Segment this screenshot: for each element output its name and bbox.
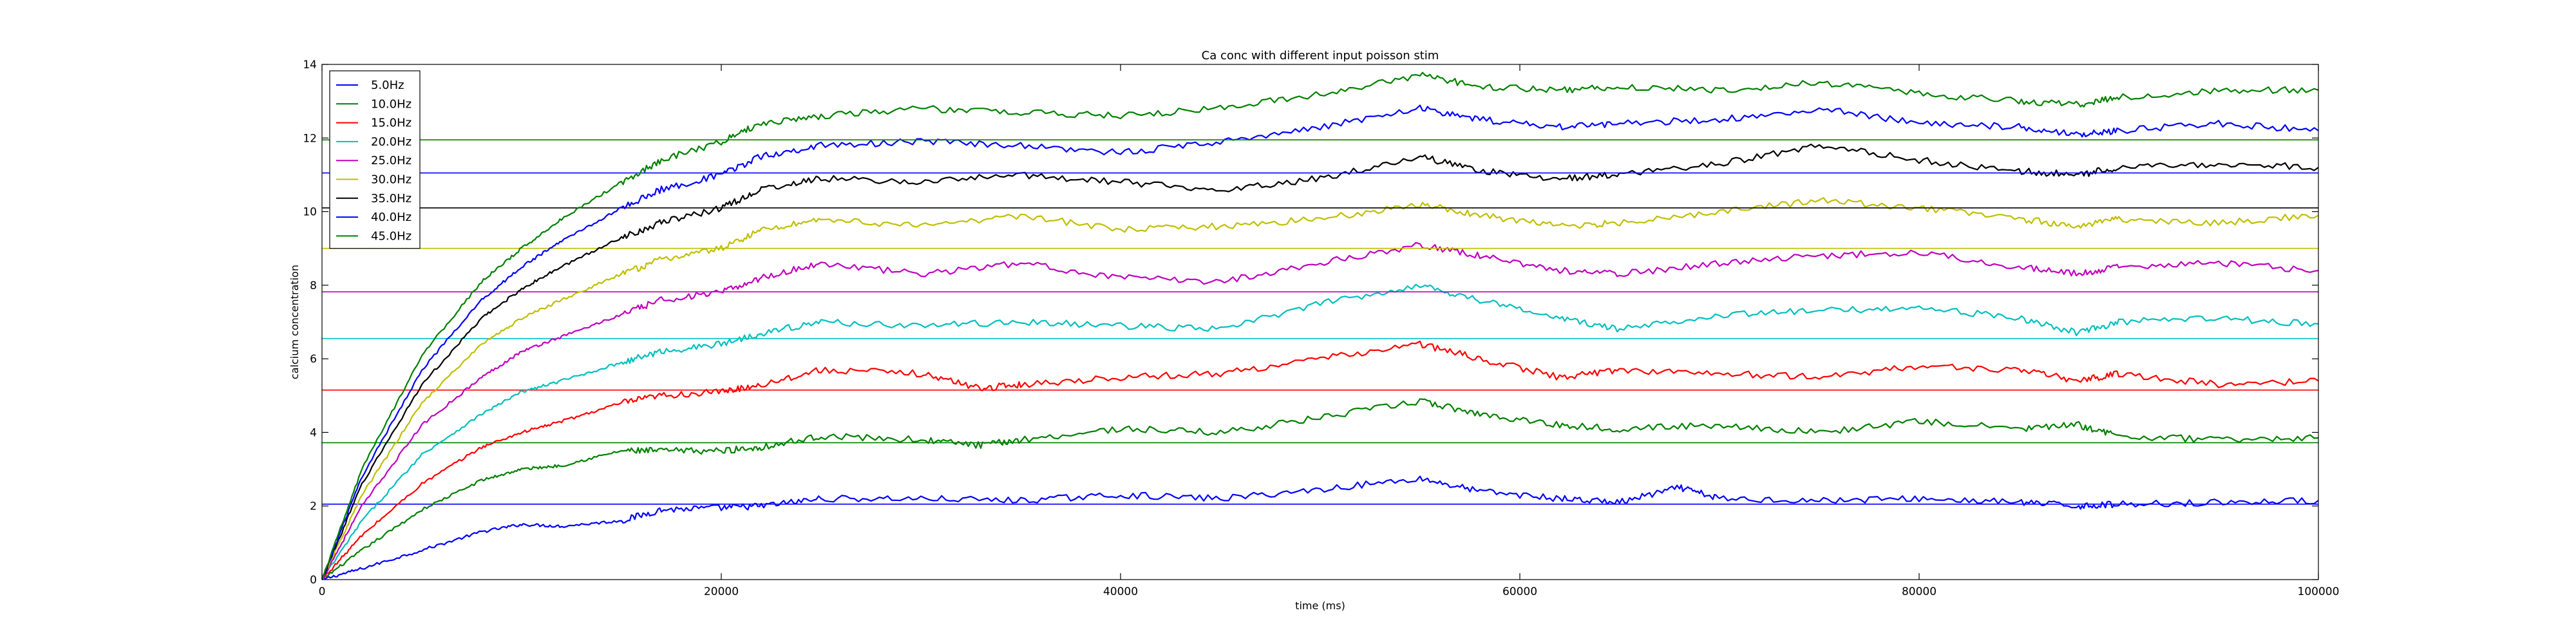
legend-label-35.0Hz: 35.0Hz: [371, 192, 412, 205]
x-tick-label: 100000: [2298, 585, 2340, 598]
y-tick-label: 10: [303, 206, 317, 219]
y-tick-label: 14: [303, 59, 317, 71]
series-line-40.0Hz: [321, 104, 2319, 579]
series-line-10.0Hz: [321, 398, 2319, 580]
series-line-20.0Hz: [321, 283, 2319, 580]
legend-label-5.0Hz: 5.0Hz: [371, 79, 404, 92]
chart-title: Ca conc with different input poisson sti…: [1202, 49, 1439, 62]
x-axis-label: time (ms): [1295, 600, 1345, 612]
x-tick-label: 60000: [1502, 585, 1537, 598]
x-tick-label: 20000: [704, 585, 739, 598]
legend-label-10.0Hz: 10.0Hz: [371, 97, 412, 111]
legend-label-15.0Hz: 15.0Hz: [371, 117, 412, 130]
y-tick-label: 8: [310, 279, 317, 292]
plot-frame: [321, 64, 2319, 580]
x-tick-label: 80000: [1902, 585, 1937, 598]
legend-label-30.0Hz: 30.0Hz: [371, 173, 412, 187]
series-line-25.0Hz: [321, 242, 2319, 580]
legend-label-45.0Hz: 45.0Hz: [371, 229, 412, 243]
y-tick-label: 2: [310, 500, 317, 513]
y-axis-label: calcium concentration: [289, 265, 301, 379]
legend-label-20.0Hz: 20.0Hz: [371, 135, 412, 149]
y-tick-label: 4: [310, 426, 317, 439]
series-line-45.0Hz: [321, 71, 2319, 579]
axis-ticks: 0 20000 40000 60000 80000 100000 0 2 4 6 8 10 12 14: [303, 59, 2339, 598]
series-line-5.0Hz: [321, 475, 2319, 580]
y-tick-label: 12: [303, 132, 317, 145]
y-tick-label: 6: [310, 353, 317, 366]
legend: 5.0Hz 10.0Hz 15.0Hz 20.0Hz 25.0Hz 30.0Hz 35.0H…: [329, 70, 421, 249]
series-line-30.0Hz: [321, 197, 2319, 580]
x-tick-label: 0: [319, 585, 326, 598]
legend-box: [329, 70, 421, 249]
series-line-35.0Hz: [321, 144, 2319, 579]
y-tick-label: 0: [310, 574, 317, 587]
plot-area: [321, 71, 2319, 580]
x-tick-label: 40000: [1103, 585, 1138, 598]
series-line-15.0Hz: [321, 340, 2319, 580]
legend-label-25.0Hz: 25.0Hz: [371, 154, 412, 167]
legend-label-40.0Hz: 40.0Hz: [371, 211, 412, 224]
